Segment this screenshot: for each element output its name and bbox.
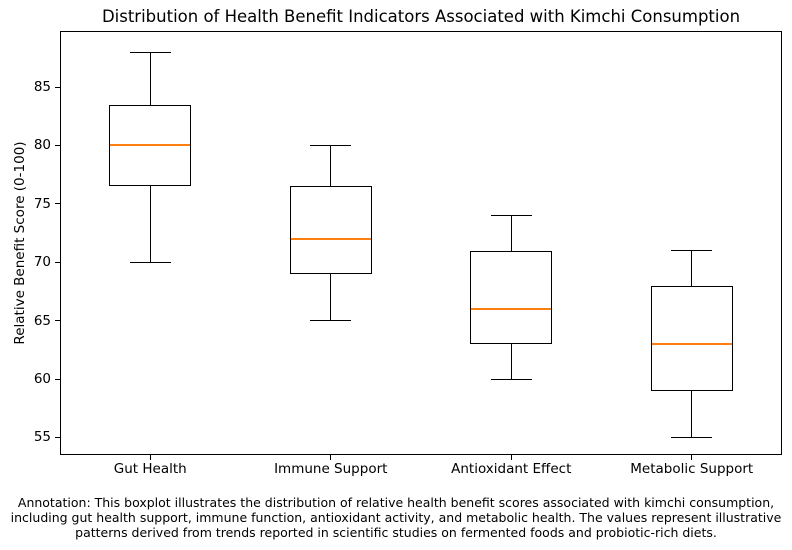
median-line [471,307,552,310]
whisker-bottom [330,273,332,321]
y-tick-mark [55,378,60,380]
y-tick-label: 80 [33,137,51,154]
median-line [290,237,371,240]
y-tick-label: 55 [33,429,51,446]
y-tick-label: 70 [33,254,51,271]
y-tick-label: 75 [33,195,51,212]
y-tick-mark [55,144,60,146]
median-line [651,343,732,346]
y-tick-mark [55,436,60,438]
boxplot-box [289,186,372,274]
whisker-bottom [510,344,512,380]
boxplot-box [109,104,192,187]
whisker-cap-bottom [310,320,352,322]
whisker-top [149,52,151,105]
plot-area [60,31,782,455]
x-tick-mark [510,455,512,460]
whisker-top [691,250,693,286]
annotation-text: Annotation: This boxplot illustrates the… [10,495,782,540]
y-tick-mark [55,261,60,263]
x-tick-label: Antioxidant Effect [451,461,572,477]
y-tick-label: 65 [33,312,51,329]
x-tick-label: Metabolic Support [630,461,754,477]
y-tick-label: 85 [33,79,51,96]
boxplot-box [470,250,553,345]
x-tick-mark [149,455,151,460]
x-tick-mark [691,455,693,460]
boxplot-box [650,285,733,391]
x-tick-label: Immune Support [274,461,388,477]
y-tick-mark [55,203,60,205]
whisker-top [330,145,332,187]
x-tick-mark [330,455,332,460]
whisker-bottom [691,390,693,438]
median-line [110,144,191,147]
whisker-cap-bottom [490,378,532,380]
whisker-top [510,215,512,251]
y-tick-label: 60 [33,371,51,388]
chart-title: Distribution of Health Benefit Indicator… [101,7,741,26]
whisker-bottom [149,186,151,263]
x-tick-label: Gut Health [113,461,187,477]
y-tick-mark [55,320,60,322]
whisker-cap-bottom [671,436,713,438]
whisker-cap-bottom [129,261,171,263]
y-tick-mark [55,86,60,88]
